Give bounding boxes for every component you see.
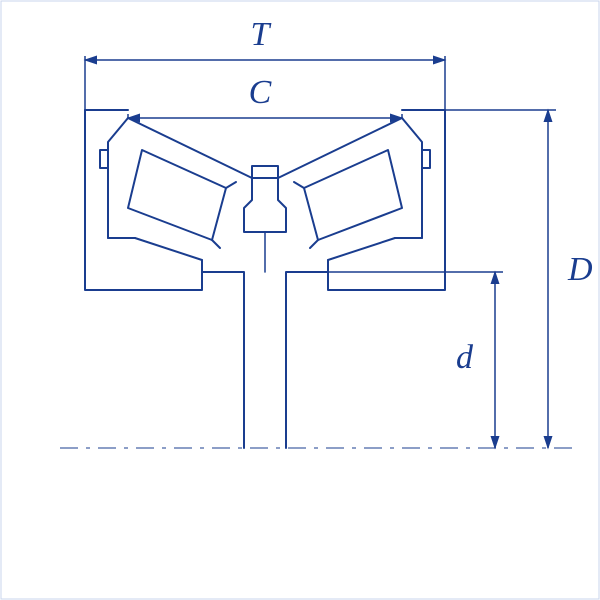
bearing-section	[85, 110, 445, 448]
label-d: d	[456, 339, 474, 376]
label-C: C	[249, 74, 272, 111]
image-border	[1, 1, 599, 599]
label-T: T	[251, 16, 272, 53]
label-D: D	[567, 251, 593, 288]
dimensions	[85, 56, 556, 448]
bearing-diagram: TC Dd	[0, 0, 600, 600]
